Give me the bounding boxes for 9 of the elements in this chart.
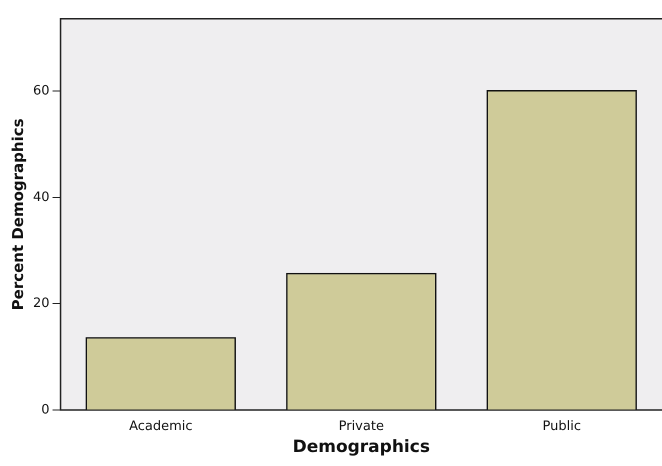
y-tick-label: 0: [41, 402, 50, 418]
y-axis-title: Percent Demographics: [8, 118, 27, 310]
x-tick-label: Academic: [129, 419, 193, 434]
y-tick-label: 40: [32, 190, 50, 205]
x-axis-title: Demographics: [292, 437, 430, 458]
x-tick-label: Private: [338, 419, 384, 434]
x-tick-label: Public: [542, 419, 581, 434]
y-tick-label: 60: [32, 83, 50, 98]
y-tick-label: 20: [32, 296, 50, 312]
